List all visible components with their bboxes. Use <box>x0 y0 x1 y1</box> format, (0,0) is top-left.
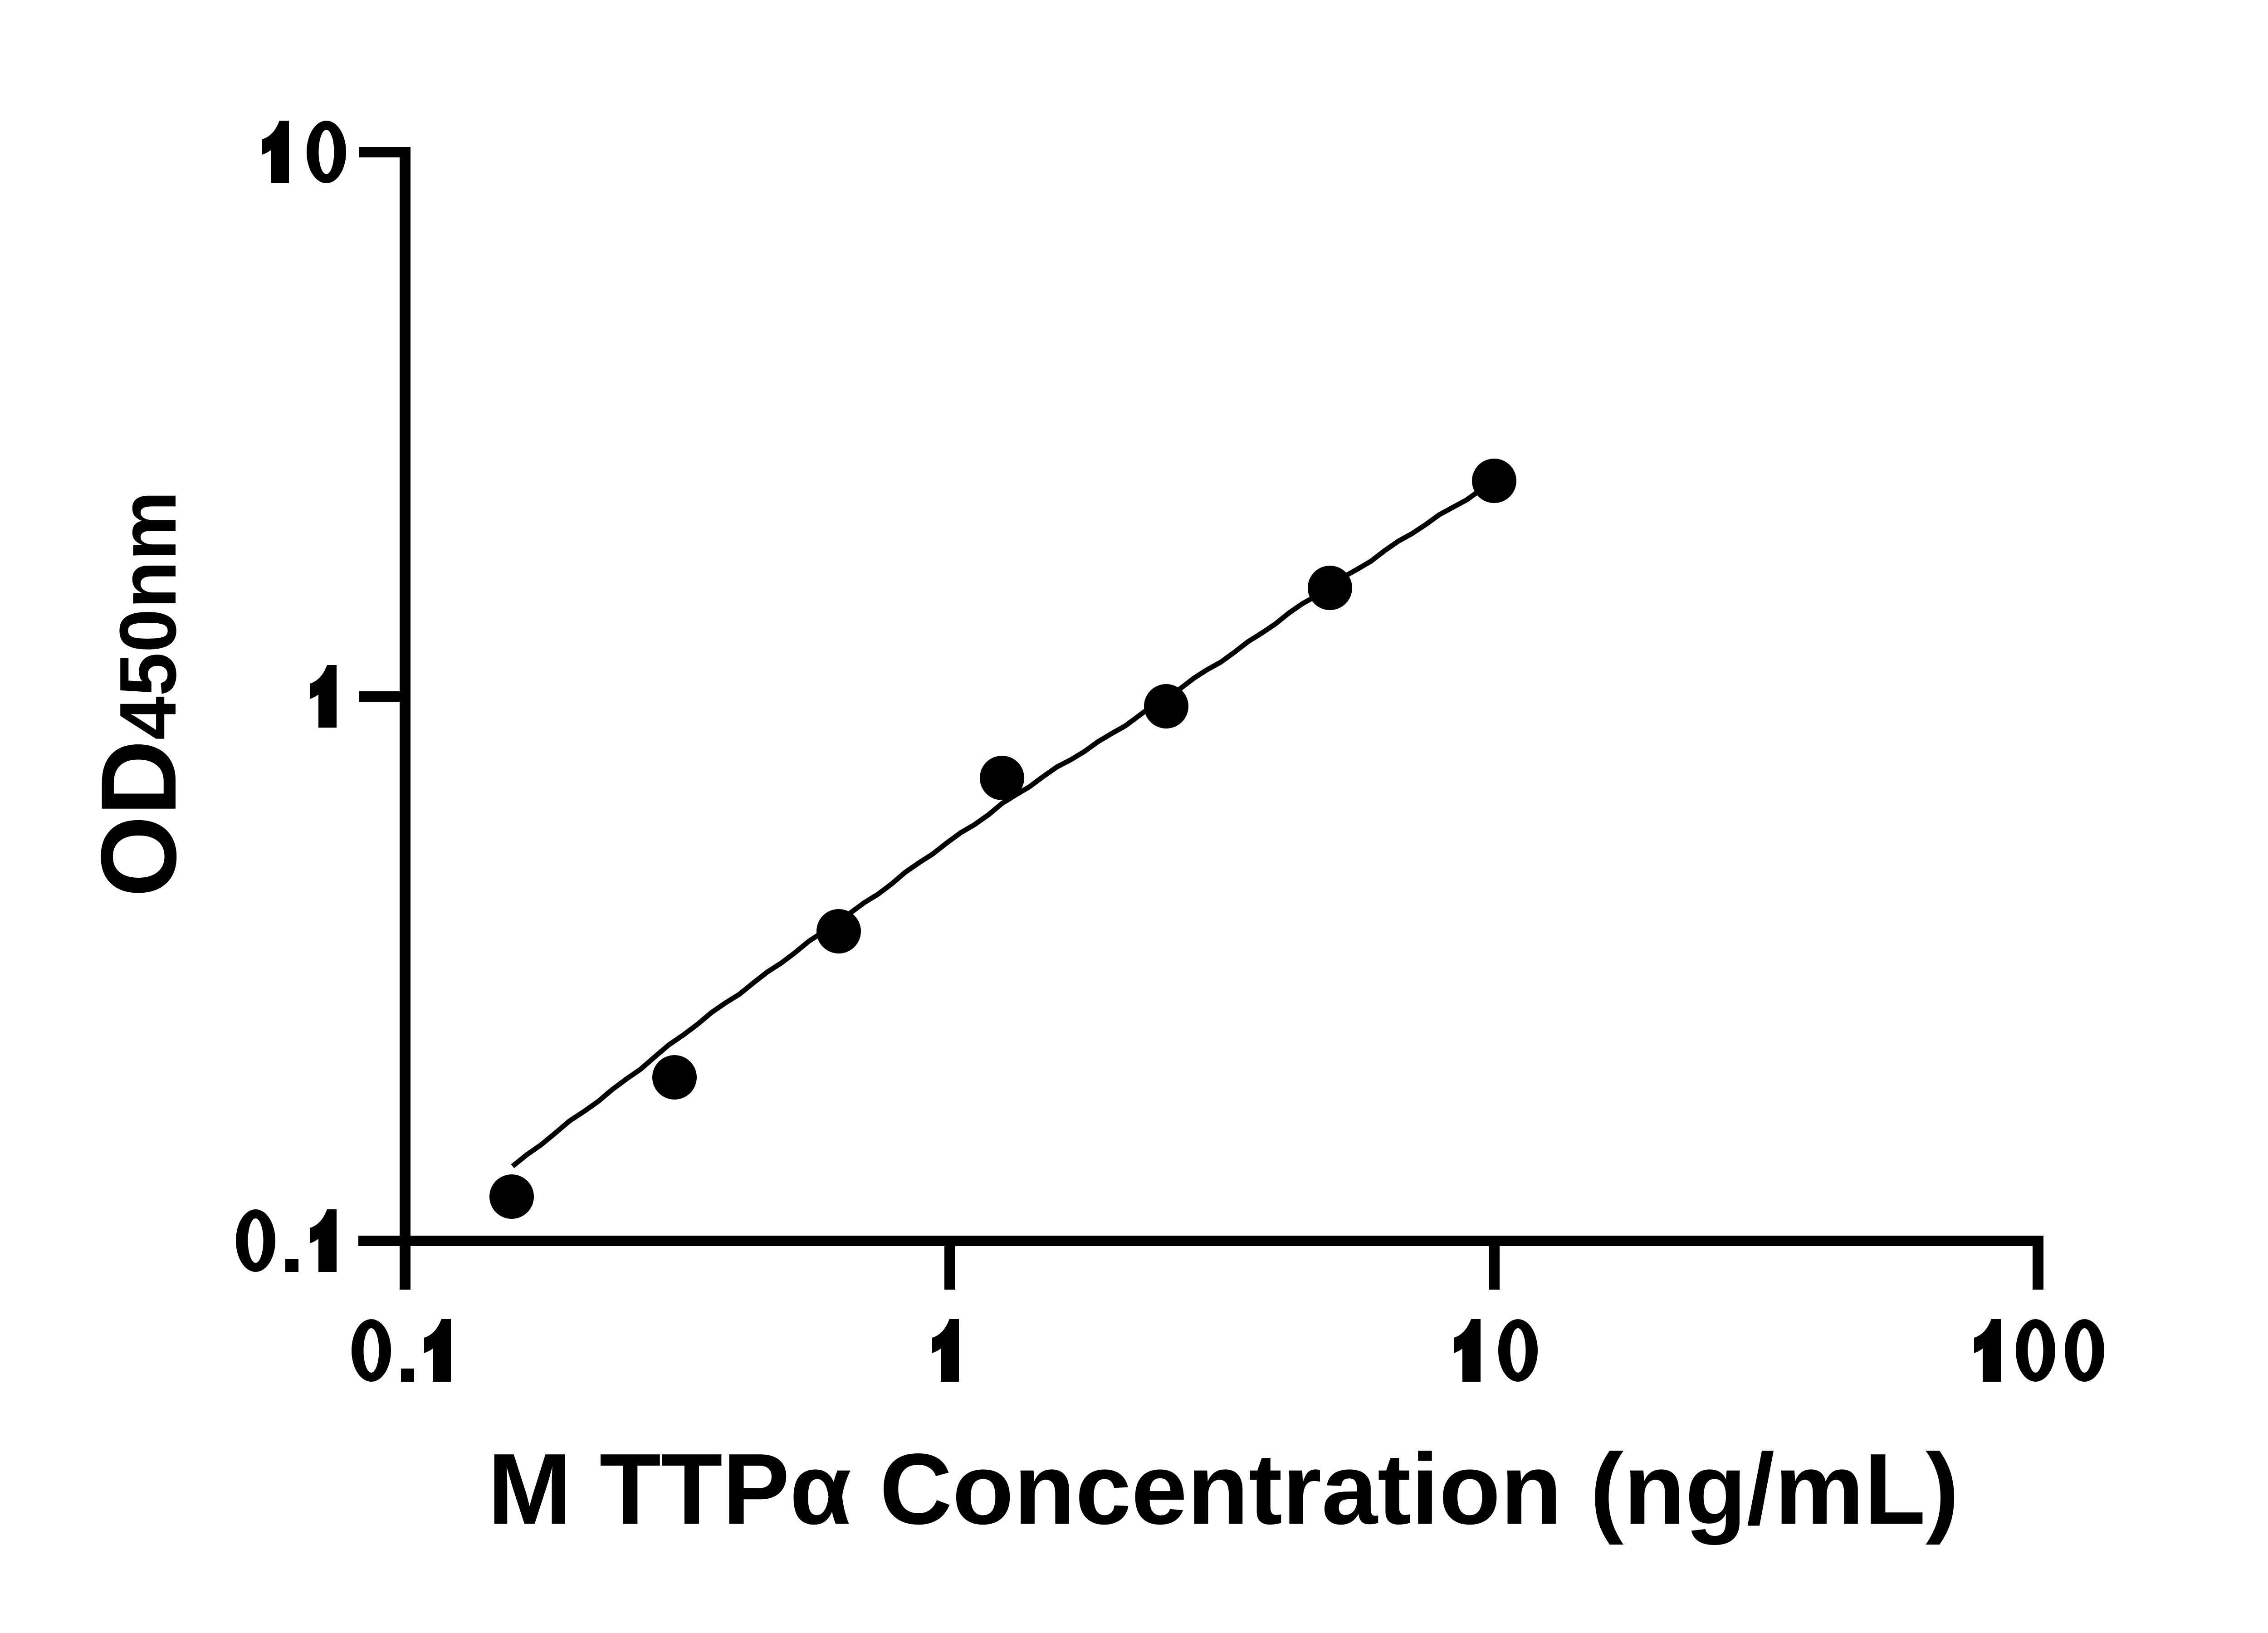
svg-text:M TTPα Concentration (ng/mL): M TTPα Concentration (ng/mL) <box>488 1433 1959 1545</box>
svg-text:OD450nm: OD450nm <box>79 491 199 897</box>
